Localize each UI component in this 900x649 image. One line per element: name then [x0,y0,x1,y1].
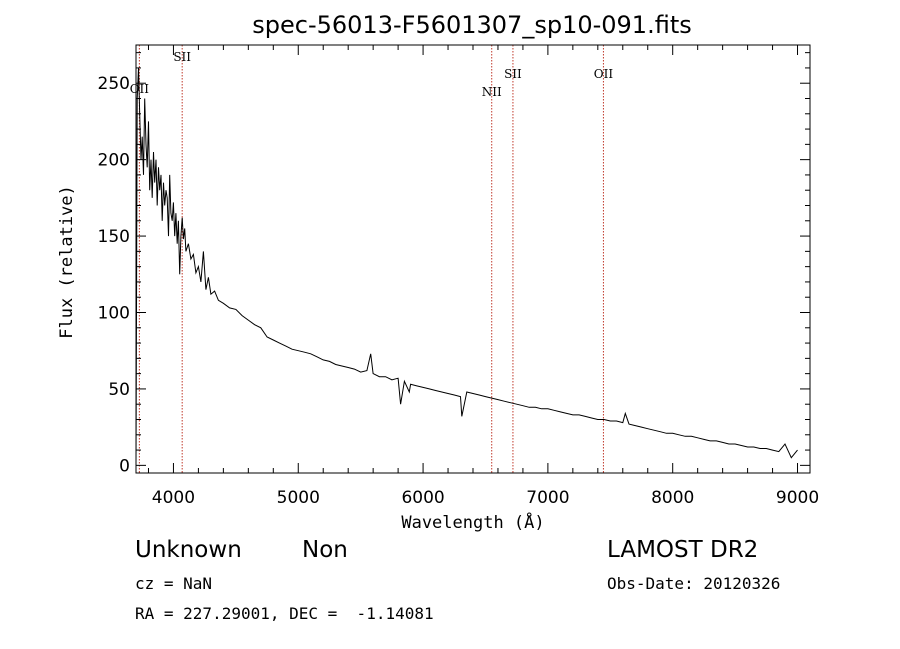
series-layer [135,67,798,466]
x-tick-label: 9000 [776,488,819,508]
x-tick-label: 4000 [152,488,195,508]
x-axis-label: Wavelength (Å) [401,511,544,533]
plot-frame [135,44,811,474]
axis-ticks [136,45,810,473]
line-label-sii: SII [504,67,522,81]
x-tick-label: 5000 [277,488,320,508]
x-tick-label: 7000 [526,488,569,508]
line-label-nii: NII [482,85,502,99]
y-tick-label: 150 [98,227,130,247]
y-tick-label: 100 [98,304,130,324]
y-axis-label: Flux (relative) [57,185,77,339]
obs-date-text: Obs-Date: 20120326 [607,574,781,593]
redshift-text: cz = NaN [135,574,213,593]
y-tick-label: 0 [119,456,130,476]
y-tick-label: 200 [98,151,130,171]
subclass-label: Non [302,537,348,563]
survey-label: LAMOST DR2 [607,537,759,563]
x-tick-labels: 4000 5000 6000 7000 8000 9000 [152,488,819,508]
class-label: Unknown [135,537,242,563]
x-tick-label: 8000 [651,488,694,508]
chart-title: spec-56013-F5601307_sp10-091.fits [252,11,691,39]
y-tick-label: 50 [108,380,130,400]
y-tick-label: 250 [98,74,130,94]
coordinates-text: RA = 227.29001, DEC = -1.14081 [135,604,434,623]
spectrum-series-line [135,67,798,466]
y-tick-labels: 0 50 100 150 200 250 [98,74,130,476]
line-label-oii: OII [594,67,614,81]
line-label-sii: SII [173,50,191,64]
x-tick-label: 6000 [401,488,444,508]
